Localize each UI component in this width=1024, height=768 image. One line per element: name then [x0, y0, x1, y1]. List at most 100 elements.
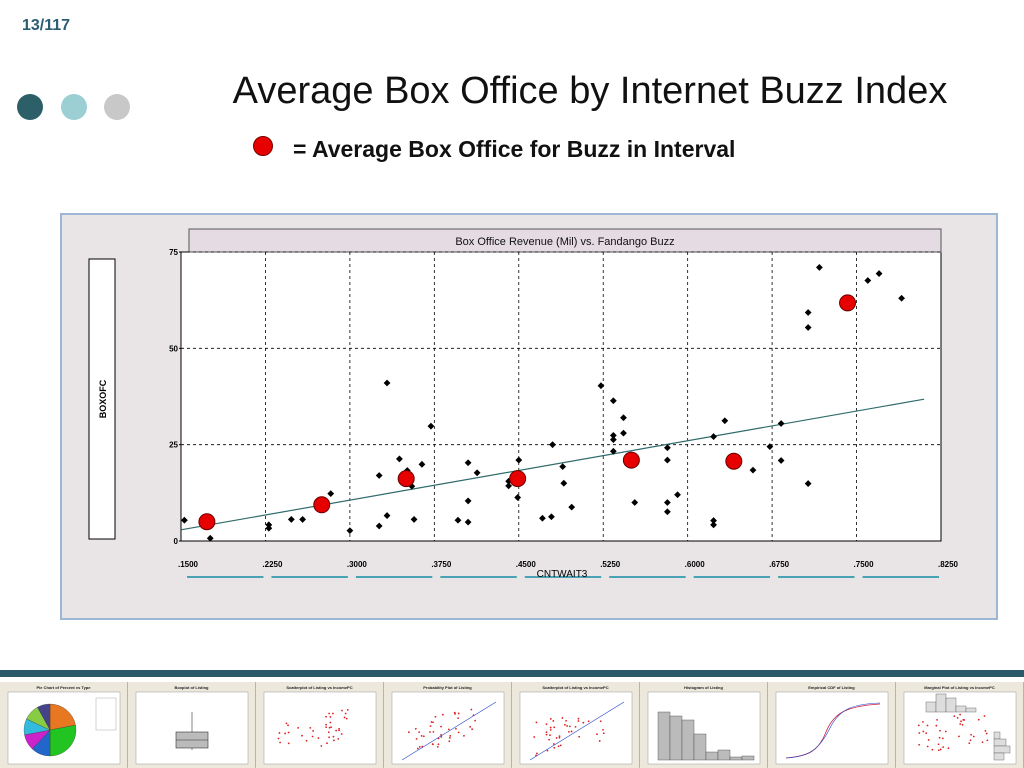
- data-point: [560, 479, 568, 487]
- thumbnail-graphic: [903, 691, 1017, 765]
- data-point: [418, 460, 426, 468]
- data-point: [427, 422, 435, 430]
- thumbnail-graphic: [775, 691, 889, 765]
- y-tick-label: 25: [169, 441, 178, 450]
- data-point: [631, 499, 639, 506]
- data-point: [346, 527, 354, 534]
- data-point: [609, 436, 617, 444]
- thumbnail-scatter[interactable]: Scatterplot of Listing vs IncomePC: [256, 682, 384, 768]
- decor-dot-grey: [104, 94, 130, 120]
- data-point: [265, 521, 273, 529]
- thumbnail-pie[interactable]: Pie Chart of Percent vs Type: [0, 682, 128, 768]
- data-point: [664, 499, 671, 506]
- thumbnail-graphic: [519, 691, 633, 765]
- data-point: [804, 309, 812, 316]
- thumbnail-graphic: [135, 691, 249, 765]
- data-point: [514, 494, 522, 501]
- thumbnail-prob[interactable]: Probability Plot of Listing: [384, 682, 512, 768]
- thumbnail-title: Scatterplot of Listing vs IncomePC: [542, 685, 609, 690]
- slide-number: 13/117: [22, 17, 71, 34]
- data-point: [549, 441, 556, 449]
- y-tick-label: 0: [174, 537, 179, 546]
- data-point: [710, 433, 717, 440]
- data-point: [664, 456, 671, 464]
- data-point: [505, 482, 513, 490]
- data-point: [766, 443, 774, 450]
- average-point: [725, 452, 743, 470]
- footer-bar: [0, 670, 1024, 677]
- data-point: [559, 463, 567, 471]
- average-point: [839, 294, 857, 312]
- average-point: [622, 451, 640, 469]
- average-point: [397, 470, 415, 488]
- data-point: [299, 516, 306, 523]
- legend-note-text: = Average Box Office for Buzz in Interva…: [293, 135, 736, 162]
- y-tick-label: 75: [169, 248, 178, 257]
- slide-title: Average Box Office by Internet Buzz Inde…: [232, 70, 948, 112]
- data-point: [568, 503, 576, 511]
- x-tick-label: .4500: [516, 560, 537, 569]
- data-point: [864, 277, 872, 284]
- x-tick-label: .7500: [854, 560, 875, 569]
- data-point: [609, 432, 617, 439]
- thumbnail-hist[interactable]: Histogram of Listing: [640, 682, 768, 768]
- x-tick-label: .6750: [769, 560, 790, 569]
- regression-line: [180, 398, 925, 531]
- x-tick-label: .1500: [178, 560, 199, 569]
- decor-dot-dark: [17, 94, 43, 120]
- thumbnail-title: Scatterplot of Listing vs IncomePC: [286, 685, 353, 690]
- x-tick-label: .6000: [685, 560, 706, 569]
- thumbnail-title: Empirical CDF of Listing: [808, 685, 855, 690]
- data-point: [327, 490, 335, 498]
- thumbnail-title: Histogram of Listing: [684, 685, 723, 690]
- thumbnail-box[interactable]: Boxplot of Listing: [128, 682, 256, 768]
- y-tick-label: 50: [169, 344, 178, 353]
- chart-frame: Box Office Revenue (Mil) vs. Fandango Bu…: [60, 213, 998, 620]
- thumbnail-title: Probability Plot of Listing: [423, 685, 472, 690]
- data-point: [473, 469, 481, 477]
- decor-dot-teal: [61, 94, 87, 120]
- average-point: [198, 513, 216, 531]
- data-point: [875, 270, 883, 277]
- plot-area: [180, 251, 942, 542]
- thumbnail-cdf[interactable]: Empirical CDF of Listing: [768, 682, 896, 768]
- y-axis-label: BOXOFC: [98, 379, 108, 418]
- x-tick-label: .8250: [938, 560, 959, 569]
- thumbnail-scatter-fit[interactable]: Scatterplot of Listing vs IncomePC: [512, 682, 640, 768]
- data-point: [454, 516, 462, 524]
- data-point: [383, 512, 391, 519]
- thumbnail-graphic: [647, 691, 761, 765]
- data-point: [664, 444, 671, 452]
- thumbnail-title: Pie Chart of Percent vs Type: [36, 685, 91, 690]
- data-point: [180, 516, 188, 524]
- data-point: [464, 518, 472, 526]
- x-tick-label: .2250: [262, 560, 283, 569]
- data-point: [396, 455, 403, 463]
- data-point: [375, 472, 383, 479]
- data-point: [464, 497, 472, 505]
- red-circle-icon: [253, 136, 273, 156]
- data-point: [383, 379, 391, 387]
- legend-note: = Average Box Office for Buzz in Interva…: [253, 134, 735, 164]
- thumbnail-title: Marginal Plot of Listing vs IncomePC: [924, 685, 995, 690]
- data-point: [609, 397, 617, 405]
- y-axis-label-box: [88, 258, 116, 540]
- thumbnail-graphic: [391, 691, 505, 765]
- thumbnail-marginal[interactable]: Marginal Plot of Listing vs IncomePC: [896, 682, 1024, 768]
- data-point: [620, 429, 627, 437]
- average-point: [509, 470, 527, 488]
- x-tick-label: .3750: [431, 560, 452, 569]
- thumbnail-graphic: [263, 691, 377, 765]
- x-tick-label: .3000: [347, 560, 368, 569]
- x-axis-label: CNTWAIT3: [537, 569, 588, 580]
- data-point: [674, 491, 681, 499]
- thumbnail-title: Boxplot of Listing: [174, 685, 209, 690]
- average-point: [313, 496, 331, 514]
- data-point: [749, 466, 757, 474]
- data-point: [539, 514, 546, 522]
- data-point: [898, 294, 905, 302]
- data-point: [597, 382, 605, 390]
- data-point: [777, 420, 785, 427]
- x-tick-label: .5250: [600, 560, 621, 569]
- thumbnail-graphic: [7, 691, 121, 765]
